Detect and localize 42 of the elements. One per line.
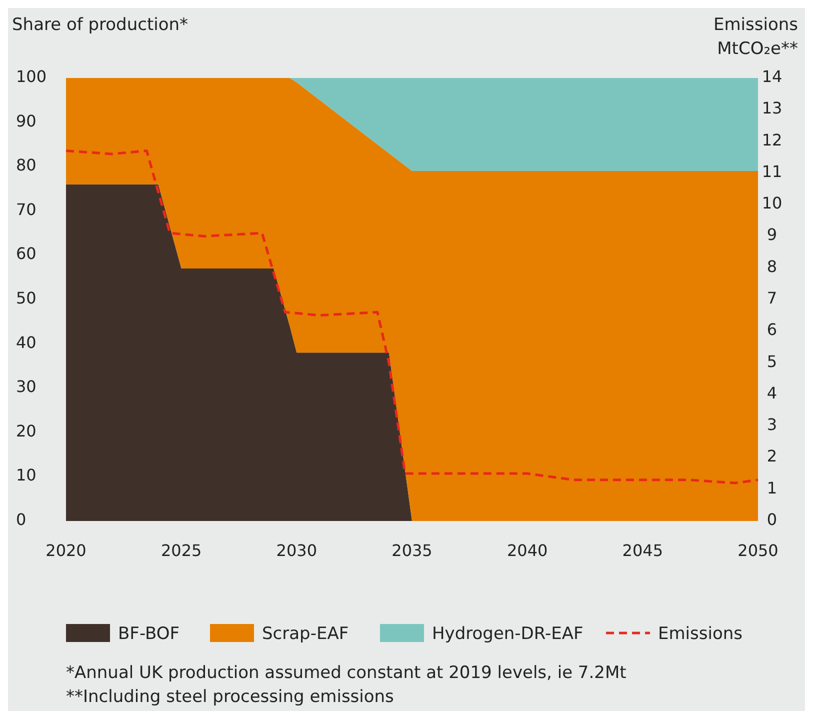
y2-tick-label: 14 xyxy=(762,67,782,86)
y2-tick-label: 7 xyxy=(766,288,778,308)
legend-label: BF-BOF xyxy=(118,624,180,644)
x-tick-label: 2020 xyxy=(46,541,86,560)
y-tick-label: 50 xyxy=(16,288,36,308)
y2-tick-label: 11 xyxy=(762,162,782,181)
y-tick-label: 10 xyxy=(16,466,36,485)
legend-label: Emissions xyxy=(658,624,743,644)
x-tick-label: 2030 xyxy=(276,541,318,560)
y-tick-label: 30 xyxy=(16,377,36,396)
y2-tick-label: 4 xyxy=(766,383,778,402)
text: *Annual UK production assumed constant at 2019 levels, ie 7.2Mt xyxy=(66,663,627,683)
y2-tick-label: 0 xyxy=(766,510,778,529)
y2-tick-label: 13 xyxy=(762,98,782,118)
x-tick-label: 2050 xyxy=(738,541,778,560)
x-tick-label: 2025 xyxy=(160,541,202,560)
y-tick-label: 60 xyxy=(16,244,36,264)
y-tick-label: 70 xyxy=(16,200,36,219)
y-tick-label: 0 xyxy=(16,510,26,529)
y2-tick-label: 8 xyxy=(766,256,778,276)
y2-axis-title: Emissions MtCO₂e** xyxy=(714,15,798,59)
y-tick-label: 80 xyxy=(16,156,36,175)
y-tick-label: 90 xyxy=(16,111,36,130)
y-axis-title: Share of production* xyxy=(12,15,188,35)
y-tick-label: 40 xyxy=(16,332,36,352)
y2-tick-label: 1 xyxy=(766,478,778,498)
legend-label: Scrap-EAF xyxy=(262,624,349,644)
x-tick-label: 2045 xyxy=(622,541,664,560)
y2-tick-label: 3 xyxy=(766,415,778,434)
y2-tick-label: 5 xyxy=(766,352,778,371)
y2-tick-label: 10 xyxy=(762,194,782,213)
text: **Including steel processing emissions xyxy=(66,687,394,707)
x-tick-label: 2035 xyxy=(392,541,432,560)
legend-label: Hydrogen-DR-EAF xyxy=(432,624,584,644)
line-series xyxy=(64,150,760,484)
y2-tick-label: 9 xyxy=(766,225,778,244)
x-tick-label: 2040 xyxy=(506,541,548,560)
y2-tick-label: 2 xyxy=(766,446,778,466)
y-tick-label: 20 xyxy=(16,421,36,440)
y2-tick-label: 6 xyxy=(766,320,778,340)
y2-tick-label: 12 xyxy=(762,130,782,150)
y-tick-label: 100 xyxy=(16,67,47,86)
